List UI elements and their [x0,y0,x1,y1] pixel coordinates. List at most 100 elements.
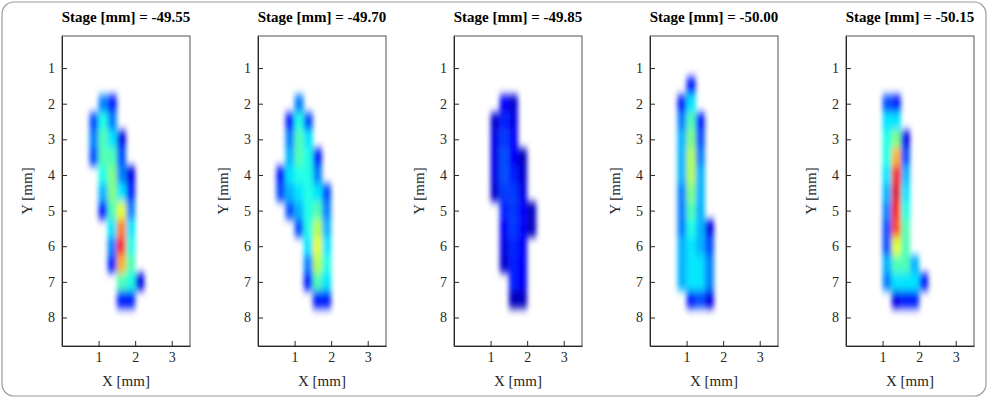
heatmap-cell [696,148,705,166]
heatmap-cell [892,255,901,273]
x-tick-label: 2 [916,350,923,365]
y-tick: 6 [244,239,263,254]
y-tick-label: 5 [832,204,839,219]
heatmap-cell [696,166,705,184]
panel-title: Stage [mm] = -50.15 [846,9,975,25]
heatmap-cell [108,148,117,166]
heatmap-cell [285,166,294,184]
heatmap-cell [322,202,331,220]
y-tick-mark [62,68,67,69]
heatmap-cell [677,148,686,166]
y-tick: 5 [244,204,263,219]
x-tick-mark [956,341,957,346]
y-tick-label: 1 [832,61,839,76]
x-tick: 3 [953,341,960,365]
y-tick: 1 [832,61,851,76]
heatmap-cell [491,113,500,131]
heatmap-cell [108,95,117,113]
y-tick-mark [454,175,459,176]
heatmap-cell [313,184,322,202]
heatmap-cell [518,255,527,273]
y-tick-label: 4 [244,168,251,183]
heatmap-cell [500,130,509,148]
x-tick-label: 3 [365,350,372,365]
heatmap-cell [677,255,686,273]
y-tick-mark [258,104,263,105]
x-tick-mark [723,341,724,346]
heatmap-cell [126,166,135,184]
heatmap-cell [677,184,686,202]
heatmap-cell [509,202,518,220]
heatmap-cell [126,273,135,291]
heatmap-cell [677,273,686,291]
y-tick-mark [62,246,67,247]
x-axis-line [259,346,387,347]
heatmap-cell [313,237,322,255]
heatmap-cell [304,202,313,220]
y-tick-label: 6 [636,239,643,254]
heatmap-cell [518,291,527,309]
y-tick-mark [650,317,655,318]
x-axis-title: X [mm] [886,373,934,389]
heatmap-cell [901,237,910,255]
heatmap-cell [687,77,696,95]
heatmap-cell [117,291,126,309]
y-tick-label: 2 [832,97,839,112]
heatmap-area [883,95,929,309]
panel: 12312345678X [mm]Y [mm]Stage [mm] = -49.… [411,9,583,389]
y-tick: 5 [48,204,67,219]
x-axis: 123 [847,341,975,365]
figure: 1 2 3 12345678 X [mm] Y [mm] Stage [mm] = -49.… [0,0,988,398]
y-tick: 3 [440,132,459,147]
x-tick-label: 2 [132,350,139,365]
heatmap-cell [500,255,509,273]
x-axis-title: X [mm] [298,373,346,389]
heatmap-cell [126,202,135,220]
y-tick-mark [454,211,459,212]
y-tick-label: 5 [244,204,251,219]
y-axis-title: Y [mm] [19,167,35,214]
plot-background [846,36,974,346]
x-tick-mark [527,341,528,346]
x-tick: 2 [132,341,139,365]
heatmap-cell [883,255,892,273]
y-axis: 12345678 [636,37,655,347]
heatmap-cell [677,95,686,113]
heatmap-cell [500,113,509,131]
heatmap-cell [892,113,901,131]
y-tick-mark [62,317,67,318]
panel-title: Stage [mm] = -49.70 [258,9,387,25]
y-tick-mark [650,246,655,247]
y-axis: 12345678 [244,37,263,347]
heatmap-cell [518,166,527,184]
heatmap-cell [509,237,518,255]
x-tick-label: 3 [757,350,764,365]
y-tick-mark [846,68,851,69]
heatmap-cell [687,255,696,273]
heatmap-cell [901,220,910,238]
heatmap-cell [901,184,910,202]
plot-frame [846,36,974,346]
heatmap-cell [509,220,518,238]
y-tick: 2 [832,97,851,112]
heatmap-cell [518,273,527,291]
heatmap-cell [527,202,536,220]
heatmap-cell [527,220,536,238]
heatmap-cell [500,166,509,184]
y-tick: 2 [244,97,263,112]
heatmap-cell [518,184,527,202]
heatmap-cell [304,237,313,255]
heatmap-area [491,95,537,309]
y-tick-mark [454,68,459,69]
x-tick-label: 1 [96,350,103,365]
y-axis-line [454,37,455,347]
heatmap-cell [919,273,928,291]
heatmap-cell [518,237,527,255]
heatmap-cell [126,255,135,273]
heatmap-cell [117,202,126,220]
heatmap-cell [910,291,919,309]
heatmap-cell [491,166,500,184]
y-tick-label: 8 [244,310,251,325]
plot-background [454,36,582,346]
heatmap-cell [108,130,117,148]
